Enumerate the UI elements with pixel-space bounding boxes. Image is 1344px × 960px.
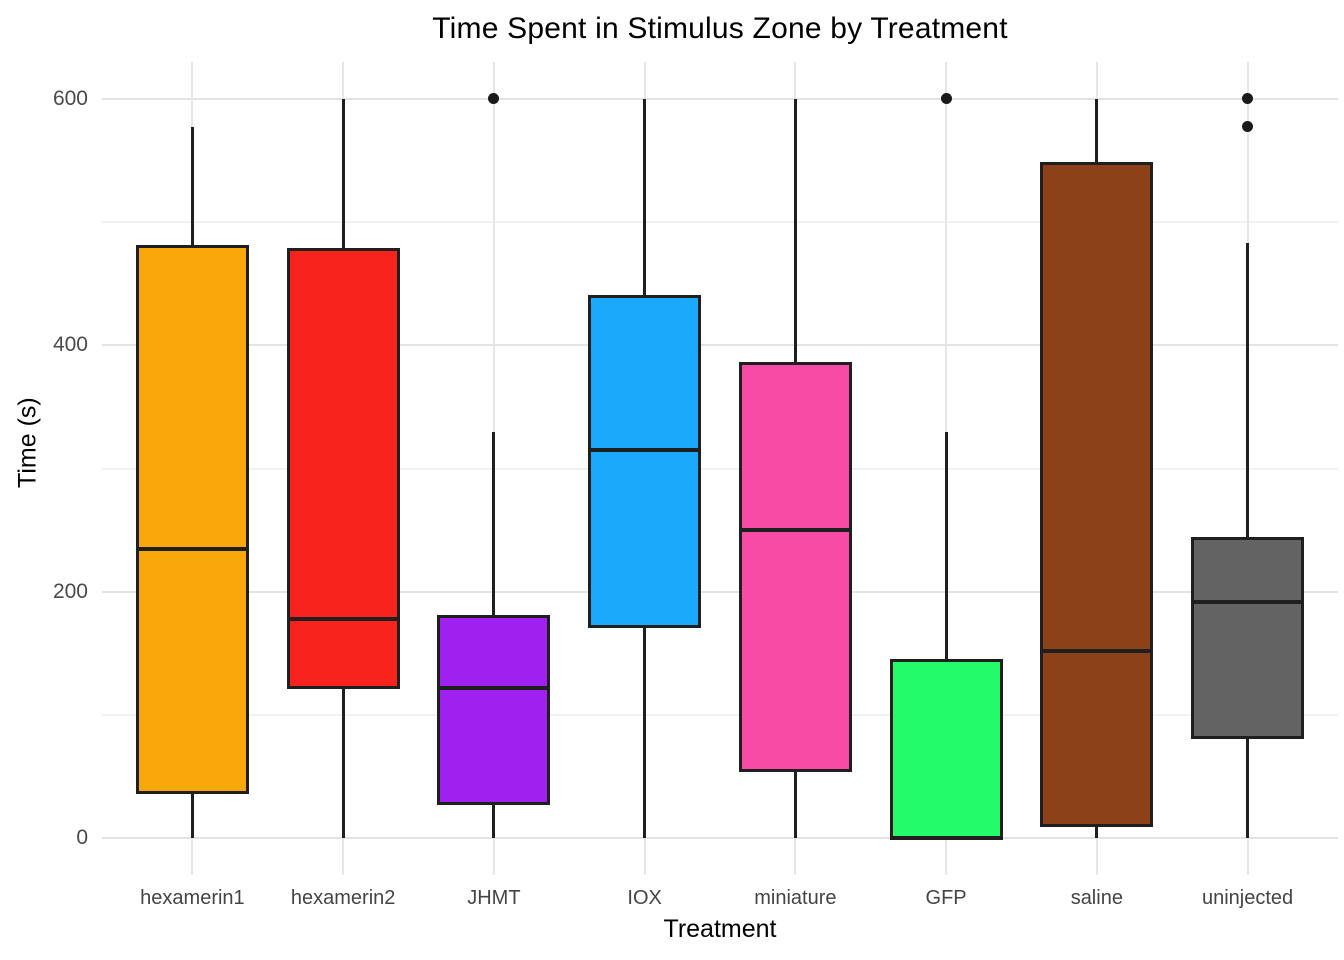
y-tick-label-200: 200	[52, 579, 88, 603]
chart-title: Time Spent in Stimulus Zone by Treatment	[432, 12, 1008, 45]
median-GFP	[889, 836, 1003, 841]
minor-gridline-100	[102, 713, 1338, 716]
plot-panel	[102, 62, 1338, 875]
median-IOX	[588, 448, 702, 453]
box-GFP	[889, 659, 1003, 840]
outlier-point-uninjected-600	[1242, 93, 1254, 105]
box-hexamerin1	[135, 245, 249, 794]
outlier-point-uninjected-578	[1242, 120, 1254, 132]
x-tick-label-hexamerin1: hexamerin1	[140, 887, 245, 909]
minor-gridline-500	[102, 221, 1338, 224]
outlier-point-GFP-600	[940, 93, 952, 105]
major-gridline-400	[102, 344, 1338, 347]
y-tick-label-400: 400	[52, 333, 88, 357]
major-gridline-200	[102, 590, 1338, 593]
box-uninjected	[1191, 537, 1305, 739]
x-tick-label-GFP: GFP	[925, 887, 967, 909]
x-tick-label-IOX: IOX	[627, 887, 662, 909]
outlier-point-JHMT-600	[488, 93, 500, 105]
box-hexamerin2	[286, 247, 400, 690]
median-miniature	[738, 528, 852, 533]
median-saline	[1040, 648, 1154, 653]
major-gridline-0	[102, 837, 1338, 840]
whisker-GFP	[944, 431, 948, 839]
x-tick-label-hexamerin2: hexamerin2	[290, 887, 396, 909]
median-uninjected	[1191, 599, 1305, 604]
x-tick-label-saline: saline	[1070, 887, 1123, 909]
box-IOX	[588, 294, 702, 628]
y-tick-label-0: 0	[76, 826, 88, 850]
x-tick-label-JHMT: JHMT	[467, 887, 521, 909]
major-gridline-600	[102, 97, 1338, 100]
y-tick-label-600: 600	[52, 86, 88, 110]
x-tick-label-miniature: miniature	[754, 887, 837, 909]
x-tick-label-uninjected: uninjected	[1201, 887, 1294, 909]
y-axis-label: Time (s)	[13, 397, 42, 488]
x-axis-label: Treatment	[663, 915, 777, 943]
median-hexamerin2	[286, 616, 400, 621]
median-JHMT	[437, 685, 551, 690]
box-saline	[1040, 161, 1154, 828]
box-JHMT	[437, 614, 551, 806]
box-miniature	[738, 362, 852, 772]
minor-gridline-300	[102, 467, 1338, 470]
median-hexamerin1	[135, 546, 249, 551]
